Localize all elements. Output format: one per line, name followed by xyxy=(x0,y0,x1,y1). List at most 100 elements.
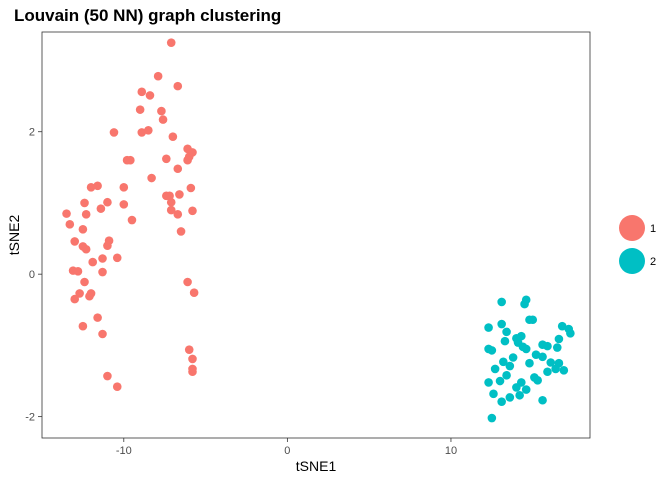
point-cluster-2 xyxy=(505,393,515,402)
point-cluster-2 xyxy=(543,341,552,351)
legend-label: 1 xyxy=(650,223,656,235)
point-cluster-2 xyxy=(484,323,493,332)
point-cluster-2 xyxy=(557,321,567,331)
point-cluster-1 xyxy=(65,220,75,229)
point-cluster-1 xyxy=(144,125,153,135)
point-cluster-1 xyxy=(103,241,112,250)
point-cluster-1 xyxy=(147,173,156,183)
point-cluster-2 xyxy=(484,378,493,387)
point-cluster-1 xyxy=(96,204,106,213)
point-cluster-1 xyxy=(78,321,88,331)
point-cluster-1 xyxy=(80,277,89,287)
point-cluster-2 xyxy=(505,361,515,371)
point-cluster-1 xyxy=(70,294,80,304)
point-cluster-2 xyxy=(497,297,506,307)
point-cluster-2 xyxy=(521,385,531,394)
point-cluster-1 xyxy=(186,183,196,193)
point-cluster-1 xyxy=(162,154,171,164)
point-cluster-1 xyxy=(189,288,199,297)
point-cluster-1 xyxy=(173,164,183,174)
point-cluster-1 xyxy=(188,367,197,377)
point-cluster-1 xyxy=(137,87,147,97)
point-cluster-1 xyxy=(119,182,129,192)
legend-label: 2 xyxy=(650,256,656,268)
point-cluster-2 xyxy=(512,383,521,392)
point-cluster-1 xyxy=(188,206,197,216)
point-cluster-2 xyxy=(533,376,542,385)
point-cluster-1 xyxy=(188,354,197,364)
point-cluster-1 xyxy=(112,253,122,263)
point-cluster-1 xyxy=(73,267,83,276)
point-cluster-1 xyxy=(81,210,91,219)
point-cluster-2 xyxy=(551,364,560,374)
point-cluster-2 xyxy=(559,366,569,375)
point-cluster-1 xyxy=(85,291,94,301)
point-cluster-1 xyxy=(175,190,184,199)
point-cluster-2 xyxy=(566,328,575,338)
point-cluster-1 xyxy=(98,267,107,277)
point-cluster-1 xyxy=(162,191,171,201)
point-cluster-2 xyxy=(502,327,511,337)
x-tick-label: -10 xyxy=(116,445,132,457)
point-cluster-1 xyxy=(80,198,89,208)
legend-key-1 xyxy=(619,215,645,241)
point-cluster-1 xyxy=(98,254,107,263)
point-cluster-1 xyxy=(173,210,183,219)
point-cluster-1 xyxy=(183,155,192,165)
point-cluster-2 xyxy=(515,390,524,400)
point-cluster-1 xyxy=(166,38,176,47)
legend-key-2 xyxy=(619,248,645,274)
point-cluster-1 xyxy=(93,181,102,191)
y-axis-title: tSNE2 xyxy=(6,215,22,256)
point-cluster-1 xyxy=(127,215,137,225)
axis-ticks: -10 0 10 -2 0 2 xyxy=(25,127,457,457)
point-cluster-2 xyxy=(538,395,547,405)
point-cluster-2 xyxy=(502,371,511,380)
data-points xyxy=(62,38,575,423)
point-cluster-1 xyxy=(78,225,88,234)
point-cluster-1 xyxy=(88,257,98,267)
point-cluster-1 xyxy=(112,382,122,392)
point-cluster-2 xyxy=(554,334,564,344)
point-cluster-1 xyxy=(173,81,183,91)
point-cluster-1 xyxy=(75,289,84,298)
point-cluster-1 xyxy=(168,132,178,142)
point-cluster-1 xyxy=(93,313,102,322)
point-cluster-2 xyxy=(497,397,506,406)
point-cluster-2 xyxy=(528,315,538,325)
y-tick-label: 2 xyxy=(29,127,35,139)
point-cluster-1 xyxy=(158,115,168,124)
point-cluster-2 xyxy=(508,353,518,362)
point-cluster-2 xyxy=(487,346,497,355)
point-cluster-1 xyxy=(103,197,112,207)
point-cluster-1 xyxy=(153,71,163,81)
x-tick-label: 10 xyxy=(445,445,457,457)
point-cluster-2 xyxy=(500,336,510,346)
point-cluster-1 xyxy=(176,227,186,236)
point-cluster-1 xyxy=(145,91,155,100)
point-cluster-2 xyxy=(546,358,556,367)
point-cluster-1 xyxy=(81,244,91,254)
point-cluster-2 xyxy=(497,319,506,329)
point-cluster-1 xyxy=(166,197,176,207)
point-cluster-1 xyxy=(103,371,112,381)
x-axis-title: tSNE1 xyxy=(296,458,337,474)
point-cluster-2 xyxy=(543,367,552,377)
point-cluster-2 xyxy=(490,364,500,374)
y-tick-label: -2 xyxy=(25,412,35,424)
point-cluster-2 xyxy=(487,413,497,423)
point-cluster-1 xyxy=(119,200,129,209)
point-cluster-2 xyxy=(520,299,529,309)
point-cluster-2 xyxy=(489,389,498,399)
point-cluster-1 xyxy=(135,105,145,114)
point-cluster-2 xyxy=(538,352,547,362)
chart-title: Louvain (50 NN) graph clustering xyxy=(14,6,281,25)
point-cluster-1 xyxy=(184,345,194,354)
legend: 12 xyxy=(619,215,656,274)
point-cluster-1 xyxy=(183,277,192,287)
point-cluster-1 xyxy=(70,237,80,246)
point-cluster-2 xyxy=(552,343,562,352)
point-cluster-1 xyxy=(157,106,166,116)
point-cluster-1 xyxy=(166,205,176,215)
